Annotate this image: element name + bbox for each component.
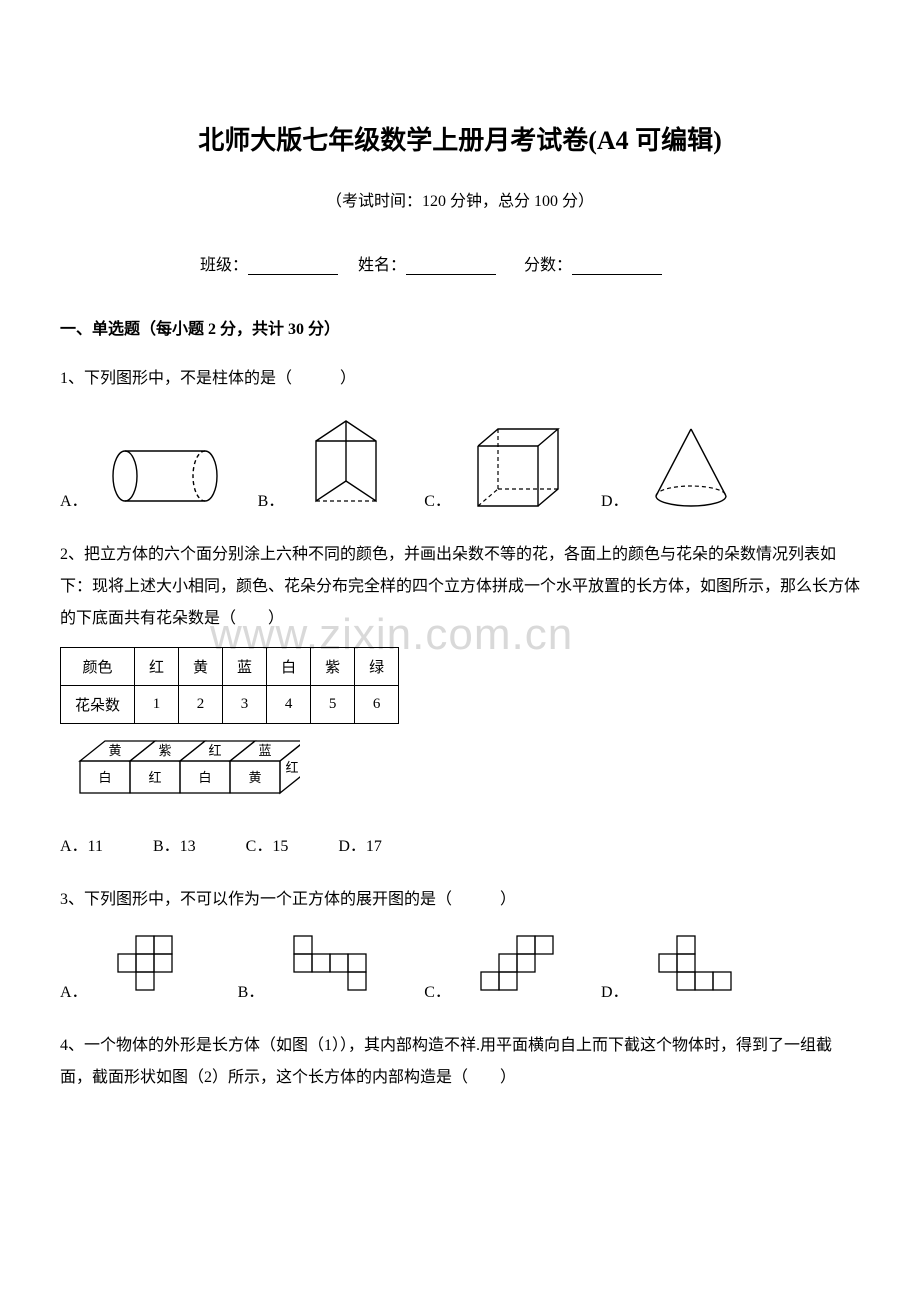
table-cell: 6 [355, 686, 399, 724]
q2-opt-c[interactable]: C．15 [246, 832, 289, 856]
q2-color-table: 颜色 红 黄 蓝 白 紫 绿 花朵数 1 2 3 4 5 6 [60, 647, 399, 724]
cuboid-front-3: 白 [198, 770, 211, 785]
table-cell: 红 [135, 648, 179, 686]
table-cell: 花朵数 [61, 686, 135, 724]
table-cell: 1 [135, 686, 179, 724]
cylinder-icon [100, 441, 230, 511]
table-cell: 蓝 [223, 648, 267, 686]
q1-stem: 1、下列图形中，不是柱体的是（ ） [60, 363, 860, 395]
q3-opt-c-label[interactable]: C． [424, 978, 455, 1002]
table-cell: 绿 [355, 648, 399, 686]
q2-opt-a[interactable]: A．11 [60, 832, 103, 856]
cuboid-top-1: 黄 [108, 743, 121, 758]
q2-stem: 2、把立方体的六个面分别涂上六种不同的颜色，并画出朵数不等的花，各面上的颜色与花… [60, 539, 860, 635]
table-cell: 颜色 [61, 648, 135, 686]
net-c-icon [463, 932, 573, 1002]
q1-opt-d-label[interactable]: D． [601, 487, 633, 511]
class-label: 班级： [200, 257, 248, 274]
section-1-heading: 一、单选题（每小题 2 分，共计 30 分） [60, 315, 860, 339]
q3-options: A． B． [60, 932, 860, 1002]
table-row: 颜色 红 黄 蓝 白 紫 绿 [61, 648, 399, 686]
q4-stem: 4、一个物体的外形是长方体（如图（1）），其内部构造不祥.用平面横向自上而下截这… [60, 1030, 860, 1094]
q3-stem: 3、下列图形中，不可以作为一个正方体的展开图的是（ ） [60, 884, 860, 916]
table-cell: 2 [179, 686, 223, 724]
cube-icon [463, 421, 573, 511]
cuboid-top-3: 红 [208, 743, 221, 758]
name-label: 姓名： [358, 257, 406, 274]
net-a-icon [100, 932, 210, 1002]
table-cell: 紫 [311, 648, 355, 686]
q1-opt-b-label[interactable]: B． [258, 487, 289, 511]
cone-icon [641, 421, 741, 511]
cuboid-side: 红 [285, 760, 298, 775]
exam-subtitle: （考试时间：120 分钟，总分 100 分） [60, 187, 860, 211]
q1-options: A． B． C． [60, 411, 860, 511]
score-blank[interactable] [572, 258, 662, 275]
page-title: 北师大版七年级数学上册月考试卷(A4 可编辑) [60, 120, 860, 157]
q3-opt-b-label[interactable]: B． [238, 978, 269, 1002]
score-label: 分数： [524, 257, 572, 274]
table-cell: 黄 [179, 648, 223, 686]
cuboid-front-1: 白 [98, 770, 111, 785]
q2-opt-b[interactable]: B．13 [153, 832, 196, 856]
cuboid-front-4: 黄 [248, 770, 261, 785]
q3-opt-d-label[interactable]: D． [601, 978, 633, 1002]
triangular-prism-icon [296, 411, 396, 511]
table-cell: 5 [311, 686, 355, 724]
table-row: 花朵数 1 2 3 4 5 6 [61, 686, 399, 724]
cuboid-front-2: 红 [148, 770, 161, 785]
q3-opt-a-label[interactable]: A． [60, 978, 92, 1002]
q2-cuboid-figure: 黄 紫 红 蓝 白 红 白 黄 红 [60, 736, 860, 816]
name-blank[interactable] [406, 258, 496, 275]
q2-options: A．11 B．13 C．15 D．17 [60, 832, 860, 856]
q1-opt-c-label[interactable]: C． [424, 487, 455, 511]
cuboid-top-2: 紫 [158, 743, 171, 758]
net-d-icon [641, 932, 761, 1002]
class-blank[interactable] [248, 258, 338, 275]
q1-opt-a-label[interactable]: A． [60, 487, 92, 511]
table-cell: 4 [267, 686, 311, 724]
q2-opt-d[interactable]: D．17 [338, 832, 382, 856]
table-cell: 白 [267, 648, 311, 686]
table-cell: 3 [223, 686, 267, 724]
form-line: 班级： 姓名： 分数： [60, 251, 860, 275]
cuboid-top-4: 蓝 [258, 743, 271, 758]
net-b-icon [276, 932, 396, 1002]
